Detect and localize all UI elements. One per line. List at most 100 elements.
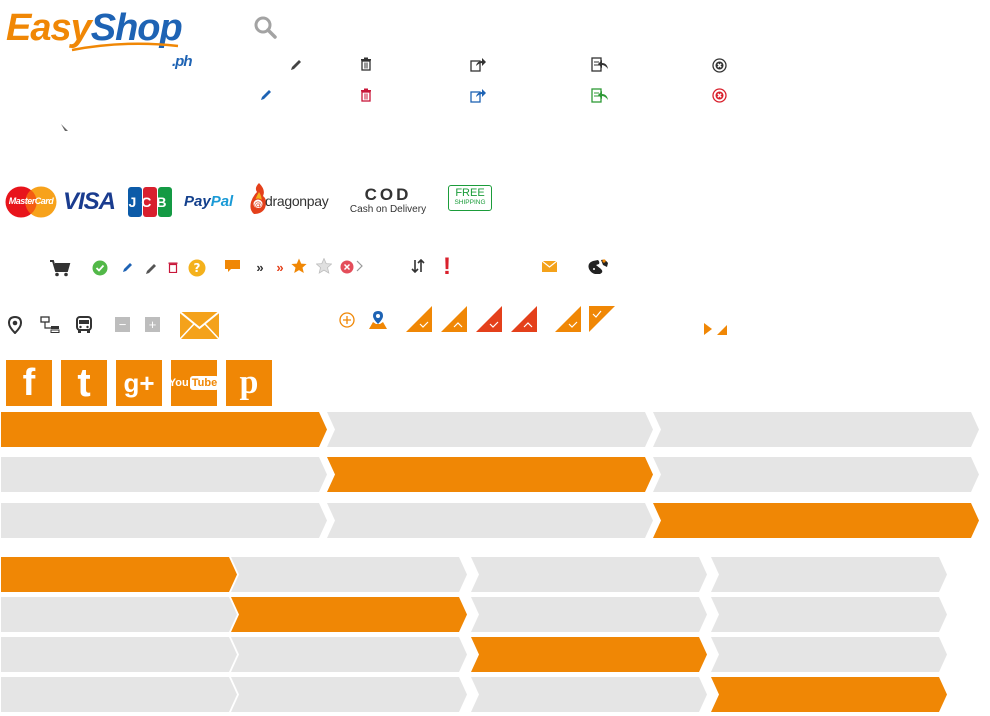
handshake-icon[interactable]: [586, 256, 610, 278]
cursor-icon: [60, 123, 68, 133]
svg-text:@: @: [254, 200, 262, 209]
search-icon[interactable]: [252, 14, 278, 40]
step-3[interactable]: [653, 412, 979, 447]
trash-icon[interactable]: [358, 56, 374, 72]
logo-swoosh: [71, 42, 179, 52]
mastercard-label: MasterCard: [8, 196, 54, 206]
corner-check-icon: [555, 306, 581, 332]
googleplus-icon: g+: [123, 367, 155, 398]
corner-chevron-up-icon: [441, 306, 467, 332]
youtube-label-a: You: [168, 377, 189, 389]
twitter-button[interactable]: t: [61, 360, 107, 406]
step-2[interactable]: [231, 637, 467, 672]
step-2[interactable]: [327, 503, 653, 538]
dragonpay-logo: @ dragonpay: [248, 182, 338, 216]
facebook-icon: f: [22, 361, 36, 404]
chevron-double-icon[interactable]: »: [256, 259, 264, 275]
chat-bubble-icon[interactable]: [224, 259, 240, 273]
twitter-icon: t: [77, 360, 91, 405]
exclamation-icon: !: [443, 253, 451, 280]
facebook-button[interactable]: f: [6, 360, 52, 406]
star-empty-icon[interactable]: [315, 257, 333, 275]
return-icon[interactable]: [591, 56, 609, 72]
paypal-logo: PayPal: [184, 193, 233, 210]
free-shipping-badge: FREE SHIPPING: [448, 185, 492, 211]
step-4[interactable]: [711, 557, 947, 592]
sort-icon[interactable]: [410, 258, 426, 274]
envelope-icon[interactable]: [179, 311, 219, 339]
add-circle-icon[interactable]: [338, 311, 356, 329]
svg-text:?: ?: [193, 261, 200, 275]
step-2-active[interactable]: [231, 597, 467, 632]
step-1[interactable]: [1, 457, 327, 492]
step-2[interactable]: [327, 412, 653, 447]
corner-check-top-icon: [589, 306, 615, 332]
step-1[interactable]: [1, 677, 237, 712]
sitemap-icon[interactable]: [40, 315, 60, 333]
free-subtitle: SHIPPING: [454, 199, 486, 206]
step-4[interactable]: [711, 637, 947, 672]
step-4-active[interactable]: [711, 677, 947, 712]
step-1-active[interactable]: [1, 412, 327, 447]
cart-icon[interactable]: [48, 258, 72, 278]
return-icon[interactable]: [591, 87, 609, 103]
chevron-double-icon[interactable]: »: [276, 259, 284, 275]
location-pin-icon[interactable]: [7, 315, 23, 335]
pencil-icon[interactable]: [288, 57, 304, 73]
chevron-right-icon[interactable]: [355, 259, 365, 273]
step-3-active[interactable]: [471, 637, 707, 672]
minus-button[interactable]: −: [115, 317, 130, 332]
trash-icon[interactable]: [358, 87, 374, 103]
brand-name-part1: Easy: [6, 7, 92, 49]
star-filled-icon[interactable]: [290, 257, 308, 275]
jcb-logo: JCB: [128, 187, 172, 217]
brand-name-part2: Shop: [90, 7, 183, 49]
step-1-active[interactable]: [1, 557, 237, 592]
step-4[interactable]: [711, 597, 947, 632]
share-icon[interactable]: [469, 87, 487, 103]
corner-check-icon: [476, 306, 502, 332]
step-3[interactable]: [471, 597, 707, 632]
dragonpay-label: dragonpay: [265, 193, 329, 209]
visa-logo: VISA: [63, 188, 116, 215]
youtube-label-b: Tube: [189, 376, 220, 390]
step-3[interactable]: [471, 557, 707, 592]
step-3[interactable]: [471, 677, 707, 712]
youtube-button[interactable]: You Tube: [168, 360, 220, 406]
mastercard-logo: MasterCard: [5, 186, 57, 218]
brand-logo[interactable]: EasyShop .ph: [6, 6, 192, 70]
pinterest-button[interactable]: p: [226, 360, 272, 406]
plus-button[interactable]: +: [145, 317, 160, 332]
cod-logo: COD Cash on Delivery: [344, 186, 432, 218]
pinterest-icon: p: [239, 364, 259, 401]
share-icon[interactable]: [469, 56, 487, 72]
close-circle-icon[interactable]: [339, 259, 354, 274]
mail-icon[interactable]: [541, 260, 557, 272]
map-location-icon[interactable]: [367, 309, 389, 331]
step-2-active[interactable]: [327, 457, 653, 492]
step-3[interactable]: [653, 457, 979, 492]
pencil-icon[interactable]: [143, 261, 159, 277]
step-1[interactable]: [1, 637, 237, 672]
step-2[interactable]: [231, 557, 467, 592]
trash-icon[interactable]: [166, 260, 180, 274]
help-circle-icon[interactable]: ?: [187, 258, 206, 277]
corner-chevron-up-icon: [511, 306, 537, 332]
step-3-active[interactable]: [653, 503, 979, 538]
step-2[interactable]: [231, 677, 467, 712]
pencil-icon[interactable]: [258, 87, 274, 103]
step-1[interactable]: [1, 597, 237, 632]
bus-icon[interactable]: [75, 315, 93, 334]
free-title: FREE: [455, 187, 485, 199]
check-circle-icon: [91, 259, 109, 277]
googleplus-button[interactable]: g+: [116, 360, 162, 406]
cod-subtitle: Cash on Delivery: [349, 204, 427, 215]
jcb-label: JCB: [128, 194, 172, 210]
corner-check-icon: [406, 306, 432, 332]
close-circle-icon[interactable]: [711, 57, 727, 73]
cod-title: COD: [364, 185, 412, 204]
pencil-icon[interactable]: [121, 260, 135, 274]
close-circle-icon[interactable]: [711, 87, 727, 103]
step-1[interactable]: [1, 503, 327, 538]
play-arrow-icon: [703, 322, 713, 336]
